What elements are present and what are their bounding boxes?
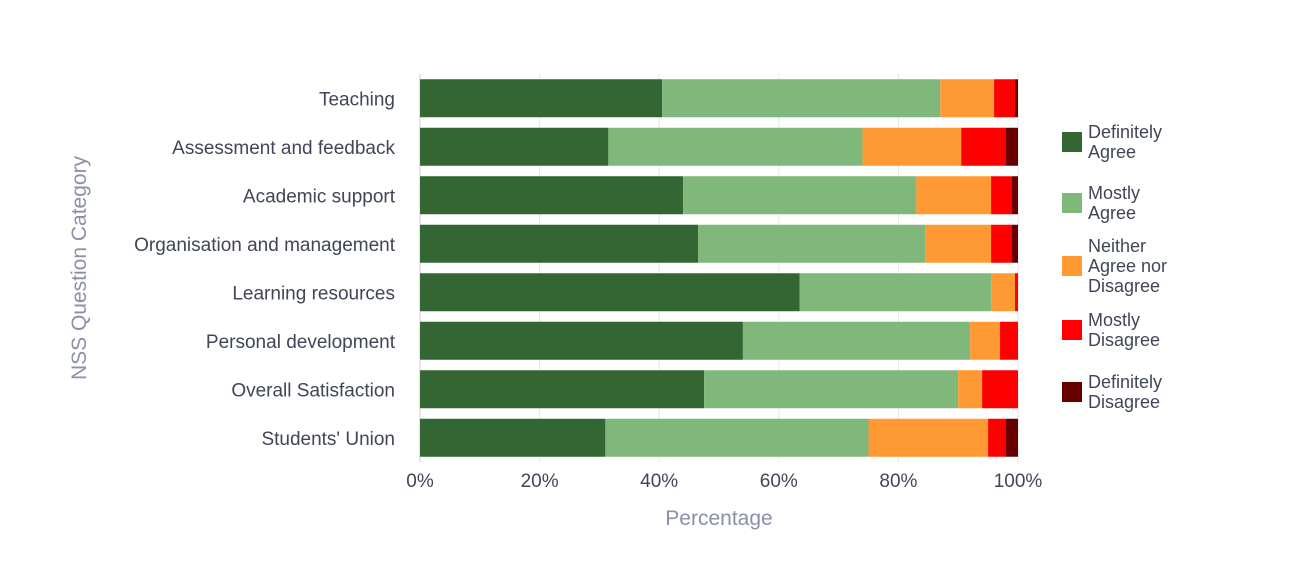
category-label: Organisation and management	[134, 235, 396, 256]
bar-segment	[991, 224, 1013, 263]
x-tick-label: 80%	[879, 471, 917, 492]
category-label: Teaching	[319, 89, 395, 110]
bar-segment	[1015, 273, 1018, 312]
legend-label: Neither Agree nor Disagree	[1088, 236, 1167, 296]
bar-segment	[698, 224, 926, 263]
legend-swatch	[1062, 193, 1082, 213]
x-tick-label: 100%	[994, 471, 1043, 492]
bar-segment	[420, 370, 705, 409]
bar-segment	[420, 224, 699, 263]
legend-label: Definitely Disagree	[1088, 372, 1162, 412]
bar-segment	[683, 176, 917, 215]
legend-item: Mostly Disagree	[1062, 310, 1160, 350]
legend-item: Definitely Disagree	[1062, 372, 1162, 412]
y-axis-title: NSS Question Category	[68, 155, 91, 380]
bar-segment	[991, 176, 1013, 215]
bar-segment	[420, 79, 663, 118]
bar-segment	[961, 127, 1007, 166]
bars	[420, 79, 1018, 457]
bar-segment	[916, 176, 992, 215]
bar-segment	[420, 321, 743, 360]
bar-segment	[868, 418, 989, 457]
category-label: Academic support	[243, 186, 396, 207]
x-tick-label: 60%	[760, 471, 798, 492]
bar-segment	[1012, 224, 1018, 263]
bar-segment	[982, 370, 1018, 409]
bar-segment	[704, 370, 959, 409]
category-label: Personal development	[206, 332, 396, 353]
bar-segment	[925, 224, 992, 263]
category-label: Assessment and feedback	[172, 138, 395, 159]
bar-segment	[608, 127, 863, 166]
bar-segment	[420, 176, 684, 215]
x-tick-label: 0%	[406, 471, 434, 492]
bar-segment	[991, 273, 1016, 312]
bar-segment	[940, 79, 995, 118]
bar-segment	[970, 321, 1001, 360]
x-axis-title: Percentage	[665, 507, 772, 530]
legend: Definitely Agree Mostly Agree Neither Agree n…	[1062, 122, 1167, 412]
bar-segment	[1012, 176, 1018, 215]
bar-segment	[420, 418, 606, 457]
bar-segment	[862, 127, 962, 166]
legend-swatch	[1062, 320, 1082, 340]
legend-item: Mostly Agree	[1062, 183, 1140, 223]
bar-segment	[1006, 127, 1018, 166]
x-tick-label: 20%	[521, 471, 559, 492]
bar-segment	[958, 370, 983, 409]
bar-segment	[420, 127, 609, 166]
bar-segment	[1015, 79, 1018, 118]
legend-item: Definitely Agree	[1062, 122, 1162, 162]
bar-segment	[742, 321, 971, 360]
legend-swatch	[1062, 382, 1082, 402]
bar-segment	[420, 273, 800, 312]
bar-segment	[1006, 418, 1018, 457]
legend-label: Mostly Agree	[1088, 183, 1140, 223]
bar-segment	[988, 418, 1007, 457]
category-label: Overall Satisfaction	[231, 380, 395, 401]
bar-segment	[994, 79, 1016, 118]
legend-label: Definitely Agree	[1088, 122, 1162, 162]
x-tick-label: 40%	[640, 471, 678, 492]
legend-item: Neither Agree nor Disagree	[1062, 236, 1167, 296]
category-label: Students' Union	[261, 429, 395, 450]
bar-segment	[799, 273, 992, 312]
bar-segment	[1000, 321, 1018, 360]
bar-segment	[662, 79, 941, 118]
legend-label: Mostly Disagree	[1088, 310, 1160, 350]
legend-swatch	[1062, 132, 1082, 152]
category-label: Learning resources	[232, 283, 395, 304]
legend-swatch	[1062, 256, 1082, 276]
bar-segment	[605, 418, 869, 457]
